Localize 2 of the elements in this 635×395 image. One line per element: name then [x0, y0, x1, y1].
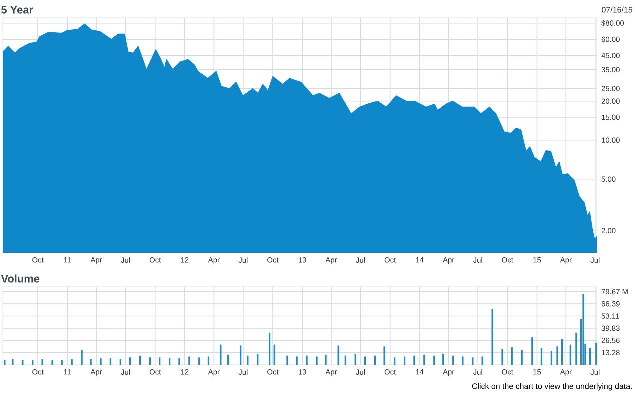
chart-title: 5 Year	[2, 6, 34, 14]
chart-title: Volume	[1, 274, 40, 283]
